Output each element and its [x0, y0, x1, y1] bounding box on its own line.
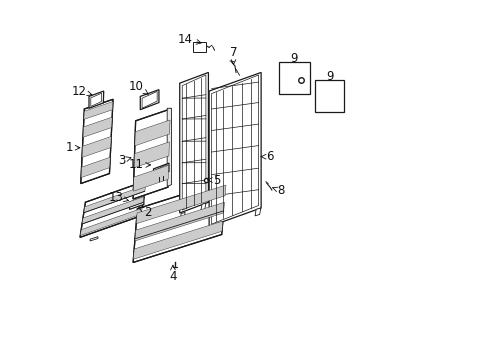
Polygon shape: [80, 208, 142, 236]
Polygon shape: [153, 163, 169, 177]
Text: 7: 7: [230, 46, 237, 64]
Text: 9: 9: [291, 51, 298, 64]
Polygon shape: [180, 212, 185, 220]
Text: 2: 2: [139, 206, 151, 219]
Polygon shape: [133, 109, 171, 199]
Polygon shape: [89, 91, 104, 108]
Text: 13: 13: [109, 191, 128, 204]
Polygon shape: [135, 120, 170, 146]
Polygon shape: [82, 136, 111, 157]
Text: 14: 14: [178, 33, 201, 46]
Polygon shape: [83, 117, 112, 137]
Polygon shape: [133, 165, 169, 191]
Polygon shape: [201, 203, 206, 211]
Text: 11: 11: [129, 158, 150, 171]
Polygon shape: [182, 75, 206, 210]
Polygon shape: [140, 90, 159, 110]
Polygon shape: [167, 108, 171, 186]
Polygon shape: [82, 197, 144, 224]
Text: 10: 10: [129, 80, 148, 94]
Polygon shape: [90, 237, 98, 241]
Polygon shape: [209, 226, 215, 234]
Text: 9: 9: [326, 69, 334, 82]
Bar: [279, 62, 310, 94]
Polygon shape: [255, 208, 261, 216]
Polygon shape: [80, 181, 147, 237]
Polygon shape: [134, 142, 170, 168]
Bar: [194, 42, 206, 52]
Bar: [315, 80, 343, 112]
Polygon shape: [212, 75, 259, 224]
Text: 5: 5: [208, 174, 220, 186]
Polygon shape: [81, 157, 110, 177]
Polygon shape: [81, 99, 113, 184]
Polygon shape: [133, 181, 226, 262]
Text: 6: 6: [261, 150, 273, 163]
Polygon shape: [136, 185, 226, 224]
Text: 1: 1: [66, 141, 80, 154]
Text: 8: 8: [273, 184, 285, 197]
Text: 4: 4: [169, 265, 177, 283]
Polygon shape: [133, 221, 223, 259]
Polygon shape: [135, 202, 224, 241]
Polygon shape: [84, 185, 146, 213]
Text: 3: 3: [119, 154, 131, 167]
Polygon shape: [129, 197, 144, 210]
Polygon shape: [209, 72, 261, 226]
Polygon shape: [84, 102, 113, 120]
Text: 12: 12: [72, 85, 92, 98]
Polygon shape: [180, 72, 208, 213]
